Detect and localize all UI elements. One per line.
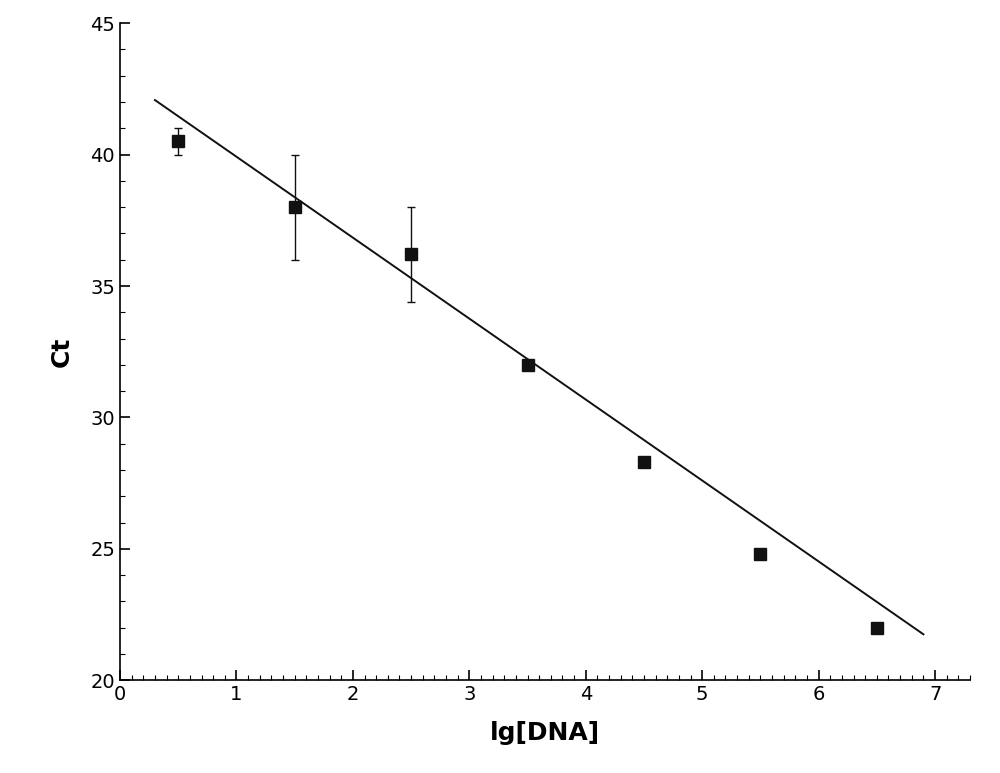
X-axis label: lg[DNA]: lg[DNA] xyxy=(490,720,600,744)
Y-axis label: Ct: Ct xyxy=(50,336,74,367)
